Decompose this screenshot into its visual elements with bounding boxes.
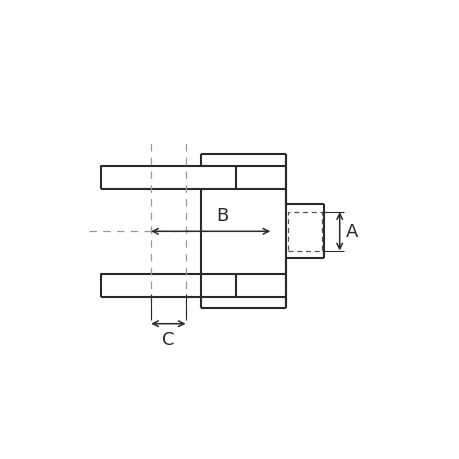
Text: A: A [345,223,358,241]
Text: C: C [162,330,174,348]
Text: B: B [216,206,228,224]
